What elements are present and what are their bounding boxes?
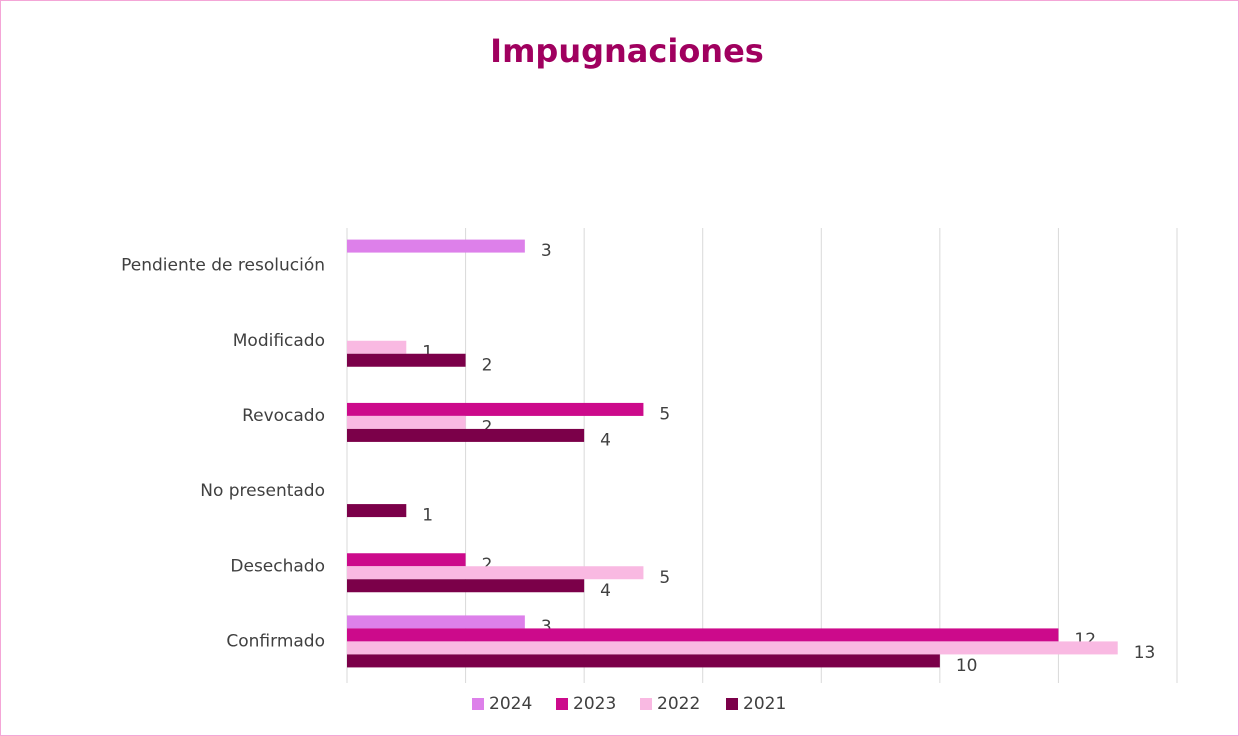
legend-swatch — [556, 698, 568, 710]
bar — [347, 402, 644, 416]
bar — [347, 553, 466, 567]
data-label: 5 — [659, 404, 670, 424]
bar — [347, 615, 525, 629]
bar — [347, 654, 940, 668]
bar — [347, 579, 585, 593]
data-label: 2 — [482, 555, 493, 575]
bar — [347, 628, 1059, 642]
y-tick-label: No presentado — [200, 481, 325, 501]
y-tick-label: Pendiente de resolución — [121, 256, 325, 276]
legend-label: 2021 — [743, 694, 786, 714]
data-label: 2 — [482, 417, 493, 437]
legend-label: 2023 — [573, 694, 616, 714]
data-label: 13 — [1134, 643, 1156, 663]
bar — [347, 566, 644, 580]
legend-swatch — [640, 698, 652, 710]
legend-swatch — [726, 698, 738, 710]
legend-swatch — [472, 698, 484, 710]
bar — [347, 340, 407, 354]
data-label: 4 — [600, 581, 611, 601]
chart-title: Impugnaciones — [490, 32, 764, 70]
bar — [347, 239, 525, 253]
data-label: 4 — [600, 430, 611, 450]
y-tick-label: Revocado — [242, 406, 325, 426]
data-label: 5 — [659, 568, 670, 588]
y-tick-label: Desechado — [230, 556, 325, 576]
legend-label: 2024 — [489, 694, 532, 714]
data-label: 1 — [422, 506, 433, 526]
bar — [347, 504, 407, 518]
legend-label: 2022 — [657, 694, 700, 714]
bar — [347, 353, 466, 367]
y-tick-label: Modificado — [233, 331, 325, 351]
bar — [347, 641, 1118, 655]
data-label: 3 — [541, 241, 552, 261]
data-label: 2 — [482, 355, 493, 375]
bar — [347, 415, 466, 429]
data-label: 10 — [956, 656, 978, 676]
data-label: 3 — [541, 617, 552, 637]
y-tick-label: Confirmado — [226, 631, 325, 651]
data-label: 1 — [422, 342, 433, 362]
bar — [347, 428, 585, 442]
